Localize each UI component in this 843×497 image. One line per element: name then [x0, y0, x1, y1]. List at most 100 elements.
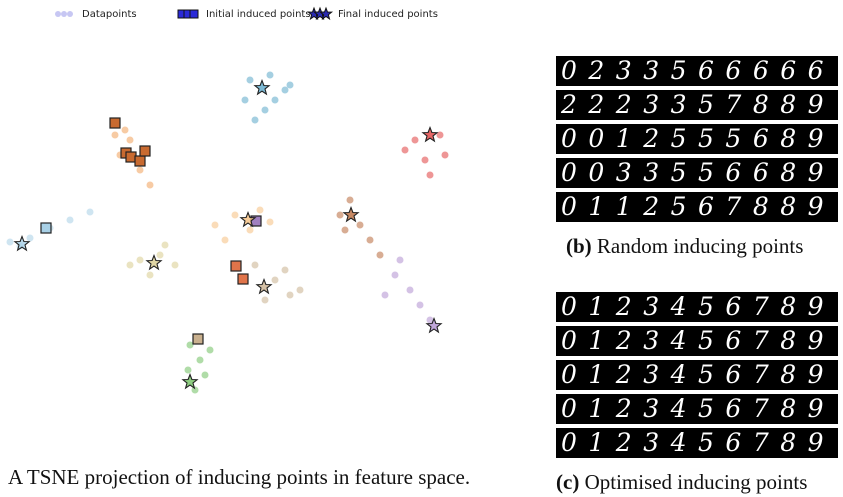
datapoint: [366, 236, 374, 244]
datapoint: [251, 116, 259, 124]
datapoint: [261, 296, 269, 304]
caption-a: A TSNE projection of inducing points in …: [8, 465, 471, 489]
legend-marker: [61, 11, 67, 17]
scatter-plot: Datapoints Initial induced points Final in…: [6, 6, 449, 394]
initial-point: [139, 145, 151, 157]
datapoint: [286, 291, 294, 299]
datapoint: [126, 261, 134, 269]
legend-marker: [318, 6, 334, 21]
datapoint: [266, 218, 274, 226]
datapoint: [266, 71, 274, 79]
datapoint: [66, 216, 74, 224]
final-point: [253, 78, 271, 96]
datapoint: [111, 131, 119, 139]
datapoint: [356, 221, 364, 229]
datapoint: [426, 316, 434, 324]
digit-row: 0123456789: [556, 360, 838, 390]
datapoint: [241, 96, 249, 104]
datapoint: [426, 171, 434, 179]
legend-marker: [55, 11, 61, 17]
datapoint: [231, 211, 239, 219]
datapoint: [286, 81, 294, 89]
final-point: [425, 316, 443, 334]
legend-label: Datapoints: [82, 9, 137, 20]
datapoint: [146, 181, 154, 189]
initial-point: [192, 333, 204, 345]
final-point: [13, 234, 31, 252]
caption-text: Random inducing points: [596, 234, 804, 258]
datapoint: [206, 346, 214, 354]
datapoint: [391, 271, 399, 279]
legend-marker: [189, 9, 199, 19]
datapoint: [246, 76, 254, 84]
datapoint: [161, 241, 169, 249]
datapoint: [6, 238, 14, 246]
datapoint: [211, 221, 219, 229]
caption-c: (c) Optimised inducing points: [556, 470, 807, 495]
digit-row: 0112567889: [556, 192, 838, 222]
datapoint: [201, 371, 209, 379]
legend-marker: [67, 11, 73, 17]
datapoint: [186, 341, 194, 349]
datapoint: [146, 271, 154, 279]
datapoint: [376, 251, 384, 259]
panel-label: (c): [556, 470, 580, 494]
datapoint: [416, 301, 424, 309]
initial-point: [237, 273, 249, 285]
datapoint: [441, 151, 449, 159]
final-point: [255, 277, 273, 295]
datapoint: [421, 156, 429, 164]
datapoint: [396, 256, 404, 264]
initial-point: [134, 155, 146, 167]
final-point: [145, 253, 163, 271]
datapoint: [196, 356, 204, 364]
digit-row: 0123456789: [556, 292, 838, 322]
digit-row: 0123456789: [556, 326, 838, 356]
final-point: [421, 125, 439, 143]
legend-label: Final induced points: [338, 9, 438, 20]
initial-point: [109, 117, 121, 129]
datapoint: [156, 251, 164, 259]
initial-point: [230, 260, 242, 272]
caption-text: Optimised inducing points: [584, 470, 808, 494]
datapoint: [281, 266, 289, 274]
final-point: [239, 210, 257, 228]
digit-row: 0123456789: [556, 428, 838, 458]
datapoint: [411, 136, 419, 144]
datapoint: [26, 234, 34, 242]
datapoint: [296, 286, 304, 294]
panel-label: (b): [566, 234, 592, 258]
digit-row: 2223357889: [556, 90, 838, 120]
digit-row: 0012555689: [556, 124, 838, 154]
datapoint: [381, 291, 389, 299]
datapoint: [346, 196, 354, 204]
datapoint: [336, 211, 344, 219]
initial-point: [40, 222, 52, 234]
datapoint: [436, 131, 444, 139]
datapoint: [401, 146, 409, 154]
datapoint: [171, 261, 179, 269]
datapoint: [271, 96, 279, 104]
caption-b: (b) Random inducing points: [566, 234, 803, 259]
datapoint: [184, 366, 192, 374]
digit-row: 0033556689: [556, 158, 838, 188]
datapoint: [281, 86, 289, 94]
datapoint: [261, 106, 269, 114]
datapoint: [136, 256, 144, 264]
datapoint: [126, 136, 134, 144]
datapoint: [406, 286, 414, 294]
datapoint: [271, 276, 279, 284]
final-point: [181, 372, 199, 390]
final-point: [342, 205, 360, 223]
datapoint: [341, 226, 349, 234]
legend-label: Initial induced points: [206, 9, 311, 20]
datapoint: [121, 126, 129, 134]
digit-row: 0123456789: [556, 394, 838, 424]
datapoint: [136, 166, 144, 174]
datapoint: [251, 261, 259, 269]
digit-row: 0233566666: [556, 56, 838, 86]
datapoint: [191, 386, 199, 394]
datapoint: [256, 206, 264, 214]
datapoint: [246, 226, 254, 234]
